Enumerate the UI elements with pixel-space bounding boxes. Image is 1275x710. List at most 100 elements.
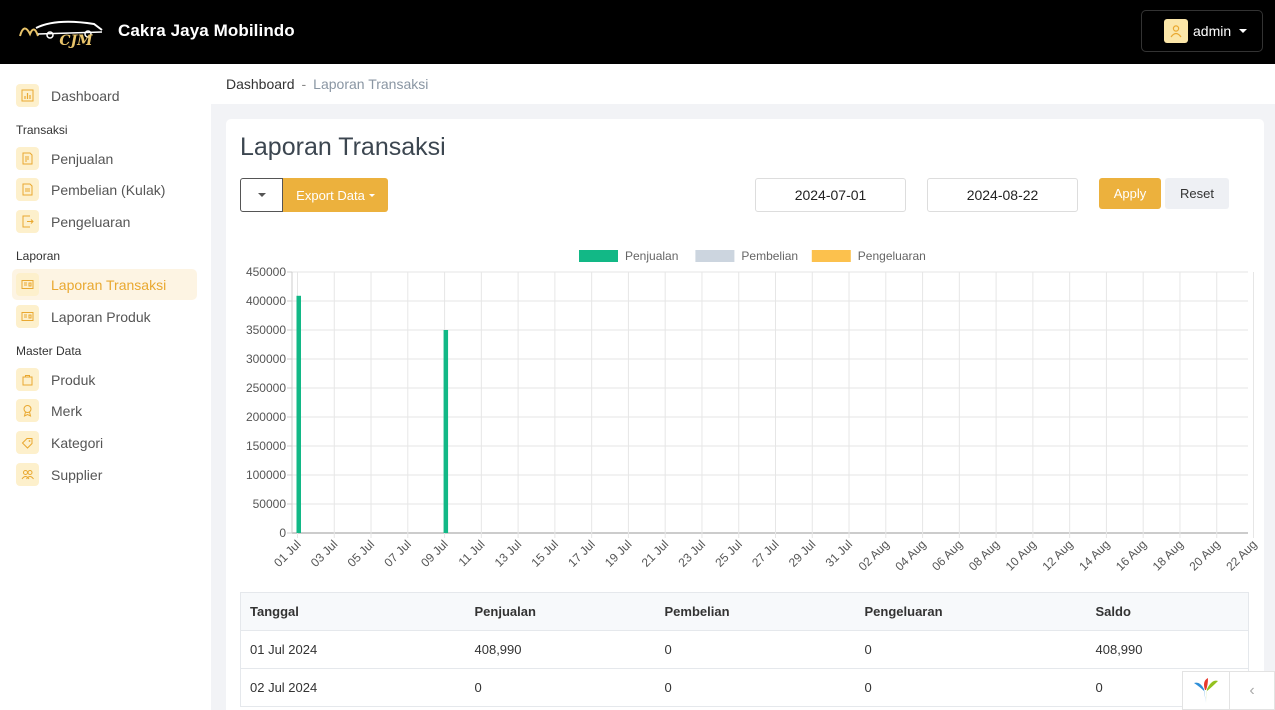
chevron-down-icon <box>257 193 266 197</box>
table-cell: 408,990 <box>465 630 656 669</box>
bar-penjualan <box>296 295 301 533</box>
x-tick-label: 27 Jul <box>749 537 782 570</box>
sidebar-section-transaksi: Transaksi <box>16 123 68 137</box>
sidebar-item-label: Supplier <box>51 466 103 483</box>
x-tick-label: 21 Jul <box>639 537 672 570</box>
table-cell: 0 <box>655 630 856 669</box>
user-icon <box>1170 25 1182 38</box>
x-tick-label: 04 Aug <box>892 537 928 573</box>
brand-logo: CJM <box>19 20 103 48</box>
y-tick-label: 400000 <box>246 294 286 308</box>
table-header[interactable]: Tanggal <box>240 592 466 631</box>
y-tick-label: 50000 <box>253 497 287 511</box>
table-header[interactable]: Pengeluaran <box>855 592 1087 631</box>
x-tick-label: 16 Aug <box>1113 537 1149 573</box>
export-data-button[interactable]: Export Data <box>283 178 388 212</box>
x-tick-label: 06 Aug <box>929 537 965 573</box>
x-tick-label: 13 Jul <box>492 537 525 570</box>
table-header[interactable]: Pembelian <box>655 592 856 631</box>
transaction-table: Tanggal Penjualan Pembelian Pengeluaran … <box>240 592 1249 707</box>
brand-name: Cakra Jaya Mobilindo <box>118 21 295 40</box>
breadcrumb-separator: - <box>301 76 307 92</box>
table-row: 01 Jul 2024 408,990 0 0 408,990 <box>240 630 1249 669</box>
sidebar-item-kategori[interactable]: Kategori <box>12 427 197 458</box>
chart-icon <box>16 84 39 107</box>
apply-button[interactable]: Apply <box>1099 178 1161 209</box>
award-icon <box>16 399 39 422</box>
table-header[interactable]: Penjualan <box>465 592 656 631</box>
page-title: Laporan Transaksi <box>240 133 446 161</box>
users-icon <box>16 463 39 486</box>
user-menu-button[interactable]: admin <box>1141 10 1263 52</box>
x-tick-label: 02 Aug <box>856 537 892 573</box>
sidebar-item-label: Laporan Produk <box>51 308 151 325</box>
sidebar-item-produk[interactable]: Produk <box>12 364 197 395</box>
user-name: admin <box>1193 23 1232 39</box>
table-cell: 0 <box>855 630 1087 669</box>
legend-swatch <box>811 250 851 262</box>
sidebar-item-label: Pembelian (Kulak) <box>51 181 166 198</box>
framework-logo-icon[interactable] <box>1183 671 1230 710</box>
brand[interactable]: CJM Cakra Jaya Mobilindo <box>16 14 295 48</box>
exit-icon <box>16 210 39 233</box>
table-header-row: Tanggal Penjualan Pembelian Pengeluaran … <box>240 592 1249 631</box>
table-cell: 0 <box>855 668 1087 707</box>
sidebar-item-label: Laporan Transaksi <box>51 276 167 293</box>
y-tick-label: 450000 <box>246 265 286 279</box>
reset-button[interactable]: Reset <box>1165 178 1229 209</box>
sidebar-item-laporan-transaksi[interactable]: Laporan Transaksi <box>12 269 197 300</box>
x-tick-label: 25 Jul <box>712 537 745 570</box>
top-navbar: CJM Cakra Jaya Mobilindo admin <box>0 0 1275 64</box>
y-tick-label: 350000 <box>246 323 286 337</box>
document-icon <box>16 178 39 201</box>
x-tick-label: 15 Jul <box>528 537 561 570</box>
x-tick-label: 22 Aug <box>1223 537 1259 573</box>
chevron-left-icon[interactable]: ‹ <box>1249 681 1255 699</box>
x-tick-label: 14 Aug <box>1076 537 1112 573</box>
y-tick-label: 200000 <box>246 410 286 424</box>
sidebar-item-dashboard[interactable]: Dashboard <box>12 80 197 111</box>
sidebar-item-laporan-produk[interactable]: Laporan Produk <box>12 301 197 332</box>
date-from-input[interactable] <box>755 178 906 212</box>
bag-icon <box>16 368 39 391</box>
x-tick-label: 18 Aug <box>1150 537 1186 573</box>
sidebar-item-label: Penjualan <box>51 150 114 167</box>
table-cell: 0 <box>465 668 656 707</box>
legend-label: Penjualan <box>625 249 678 263</box>
sidebar-item-supplier[interactable]: Supplier <box>12 459 197 490</box>
breadcrumb-current: Laporan Transaksi <box>313 76 429 92</box>
sidebar: Dashboard Transaksi Penjualan Pembelian … <box>0 64 211 710</box>
x-tick-label: 08 Aug <box>966 537 1002 573</box>
x-tick-label: 20 Aug <box>1187 537 1223 573</box>
y-tick-label: 250000 <box>246 381 286 395</box>
chevron-down-icon <box>1239 29 1248 33</box>
y-tick-label: 0 <box>279 526 286 540</box>
sidebar-item-label: Kategori <box>51 434 104 451</box>
x-tick-label: 10 Aug <box>1003 537 1039 573</box>
legend-swatch <box>579 250 618 262</box>
breadcrumb-home-link[interactable]: Dashboard <box>226 76 295 92</box>
sidebar-section-laporan: Laporan <box>16 249 61 263</box>
sidebar-item-label: Merk <box>51 402 83 419</box>
x-tick-label: 23 Jul <box>676 537 709 570</box>
x-tick-label: 31 Jul <box>823 537 856 570</box>
report-icon <box>16 273 39 296</box>
x-tick-label: 17 Jul <box>565 537 598 570</box>
logo-text: CJM <box>59 33 93 48</box>
breadcrumb: Dashboard - Laporan Transaksi <box>211 64 1275 104</box>
sidebar-item-label: Produk <box>51 371 96 388</box>
date-to-input[interactable] <box>927 178 1078 212</box>
sidebar-section-master-data: Master Data <box>16 344 82 358</box>
debug-toolbar[interactable]: ‹ <box>1182 671 1275 710</box>
x-tick-label: 07 Jul <box>381 537 414 570</box>
y-tick-label: 300000 <box>246 352 286 366</box>
dropdown-toggle-button[interactable] <box>240 178 283 212</box>
table-header[interactable]: Saldo <box>1086 592 1249 631</box>
report-card: Laporan Transaksi Export Data Apply Rese… <box>226 119 1264 710</box>
sidebar-item-penjualan[interactable]: Penjualan <box>12 143 197 174</box>
sidebar-item-pembelian[interactable]: Pembelian (Kulak) <box>12 174 197 205</box>
sidebar-item-label: Pengeluaran <box>51 213 131 230</box>
sidebar-item-merk[interactable]: Merk <box>12 395 197 426</box>
sidebar-item-pengeluaran[interactable]: Pengeluaran <box>12 206 197 237</box>
x-tick-label: 01 Jul <box>271 537 304 570</box>
